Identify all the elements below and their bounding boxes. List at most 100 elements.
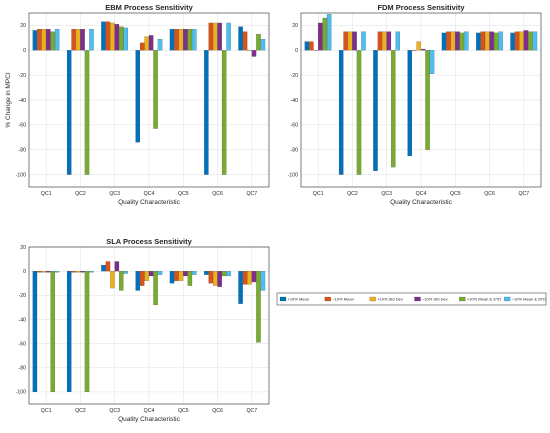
fdm-bar: [441, 32, 447, 51]
fdm-bar: [318, 22, 323, 51]
sla-xtick-label: QC6: [212, 408, 223, 414]
ebm-bar: [123, 27, 128, 51]
ebm-bar: [114, 24, 120, 51]
fdm-bar: [523, 30, 529, 51]
ebm-bar: [208, 22, 213, 51]
sla-title: SLA Process Sensitivity: [106, 237, 192, 246]
ebm-bar: [153, 50, 158, 129]
ebm-bar: [204, 50, 209, 175]
sla-bar: [213, 271, 218, 286]
sla-bar: [80, 271, 85, 273]
fdm-ytick-label: -60: [291, 123, 299, 129]
sla-bar: [217, 271, 222, 287]
fdm-bar: [309, 41, 314, 51]
fdm-bar: [304, 41, 310, 51]
sla-xtick-label: QC2: [75, 408, 86, 414]
sla-bar: [242, 271, 248, 285]
ebm-bar: [256, 34, 261, 51]
fdm-bar: [373, 50, 378, 171]
sla-bar: [110, 271, 115, 289]
sla-bar: [54, 271, 60, 273]
fdm-xlabel: Quality Characteristic: [390, 199, 453, 206]
ebm-bar: [32, 30, 38, 51]
sla-bar: [119, 271, 124, 291]
fdm-bar: [476, 32, 481, 51]
ebm-bar: [75, 29, 81, 51]
sla-bar: [174, 271, 179, 281]
fdm-bar: [464, 31, 469, 51]
fdm-bar: [382, 31, 387, 51]
sla-bar: [101, 265, 106, 272]
sla-ytick-label: -60: [19, 341, 27, 347]
fdm-xtick-label: QC4: [416, 191, 427, 197]
fdm-bar: [322, 17, 327, 51]
ebm-bar: [46, 29, 51, 51]
ebm-bar: [101, 21, 106, 51]
sla-ytick-label: -40: [19, 317, 27, 323]
fdm-bar: [338, 50, 344, 175]
sla-bar: [153, 271, 158, 306]
fdm-bar: [391, 50, 396, 168]
ebm-bar: [187, 29, 193, 51]
fdm-ytick-label: 20: [292, 23, 298, 29]
sla-bar: [144, 271, 149, 281]
fdm-ytick-label: -40: [291, 98, 299, 104]
legend-box: [276, 292, 547, 306]
ebm-bar: [66, 50, 72, 175]
sla-ytick-label: -80: [19, 366, 27, 372]
ebm-bar: [183, 29, 188, 51]
fdm-bar: [514, 31, 520, 51]
legend: +10% Mean −10% Mean +10% Std Dev −10% Std D…: [276, 292, 547, 306]
fdm-xtick-label: QC3: [381, 191, 392, 197]
ebm-ylabel: % Change in MPCI: [5, 72, 12, 127]
ebm-bar: [80, 29, 85, 51]
fdm-bar: [450, 31, 456, 51]
ebm-bar: [50, 31, 55, 51]
sla-bar: [66, 271, 72, 392]
fdm-bar: [377, 31, 383, 51]
sla-bar: [226, 271, 231, 277]
legend-swatch: [369, 296, 376, 302]
ebm-xtick-label: QC2: [75, 191, 86, 197]
sla-bar: [221, 271, 227, 277]
sla-xtick-label: QC5: [178, 408, 189, 414]
ebm-bar: [251, 50, 257, 57]
fdm-bar: [480, 31, 485, 51]
ebm-bar: [110, 22, 115, 51]
ebm-ytick-label: 0: [23, 48, 26, 54]
fdm-ytick-label: -80: [291, 148, 299, 154]
ebm-bar: [37, 29, 42, 51]
fdm-bar: [485, 31, 490, 51]
fdm-bar: [416, 41, 421, 51]
fdm-bar: [519, 31, 524, 51]
sla-bar: [114, 261, 120, 272]
fdm-axes-frame: [300, 12, 542, 188]
fdm-bar: [352, 31, 357, 51]
fdm-bar: [326, 14, 332, 51]
ebm-bar: [174, 29, 179, 51]
sla-bar: [84, 271, 90, 392]
ebm-bar: [135, 50, 140, 143]
ebm-bar: [260, 39, 266, 51]
ebm-ytick-label: -60: [19, 123, 27, 129]
fdm-bar: [493, 32, 499, 51]
legend-entry: +10% Mean & STD: [467, 297, 501, 302]
fdm-bar: [395, 31, 400, 51]
ebm-bar: [242, 31, 248, 51]
sla-bar: [50, 271, 55, 392]
ebm-ytick-label: -20: [19, 73, 27, 79]
ebm-xtick-label: QC1: [41, 191, 52, 197]
sla-bar: [105, 261, 111, 272]
ebm-title: EBM Process Sensitivity: [105, 3, 193, 12]
fdm-bar: [429, 50, 435, 74]
fdm-title: FDM Process Sensitivity: [377, 3, 465, 12]
ebm-ytick-label: -40: [19, 98, 27, 104]
fdm-bar: [386, 31, 392, 51]
fdm-bar: [532, 31, 538, 51]
sla-xlabel: Quality Characteristic: [118, 416, 181, 423]
fdm-bar: [420, 48, 426, 51]
ebm-xtick-label: QC3: [109, 191, 120, 197]
fdm-ytick-label: -100: [288, 172, 298, 178]
sla-bar: [71, 271, 76, 273]
sla-ytick-label: 0: [23, 269, 26, 275]
